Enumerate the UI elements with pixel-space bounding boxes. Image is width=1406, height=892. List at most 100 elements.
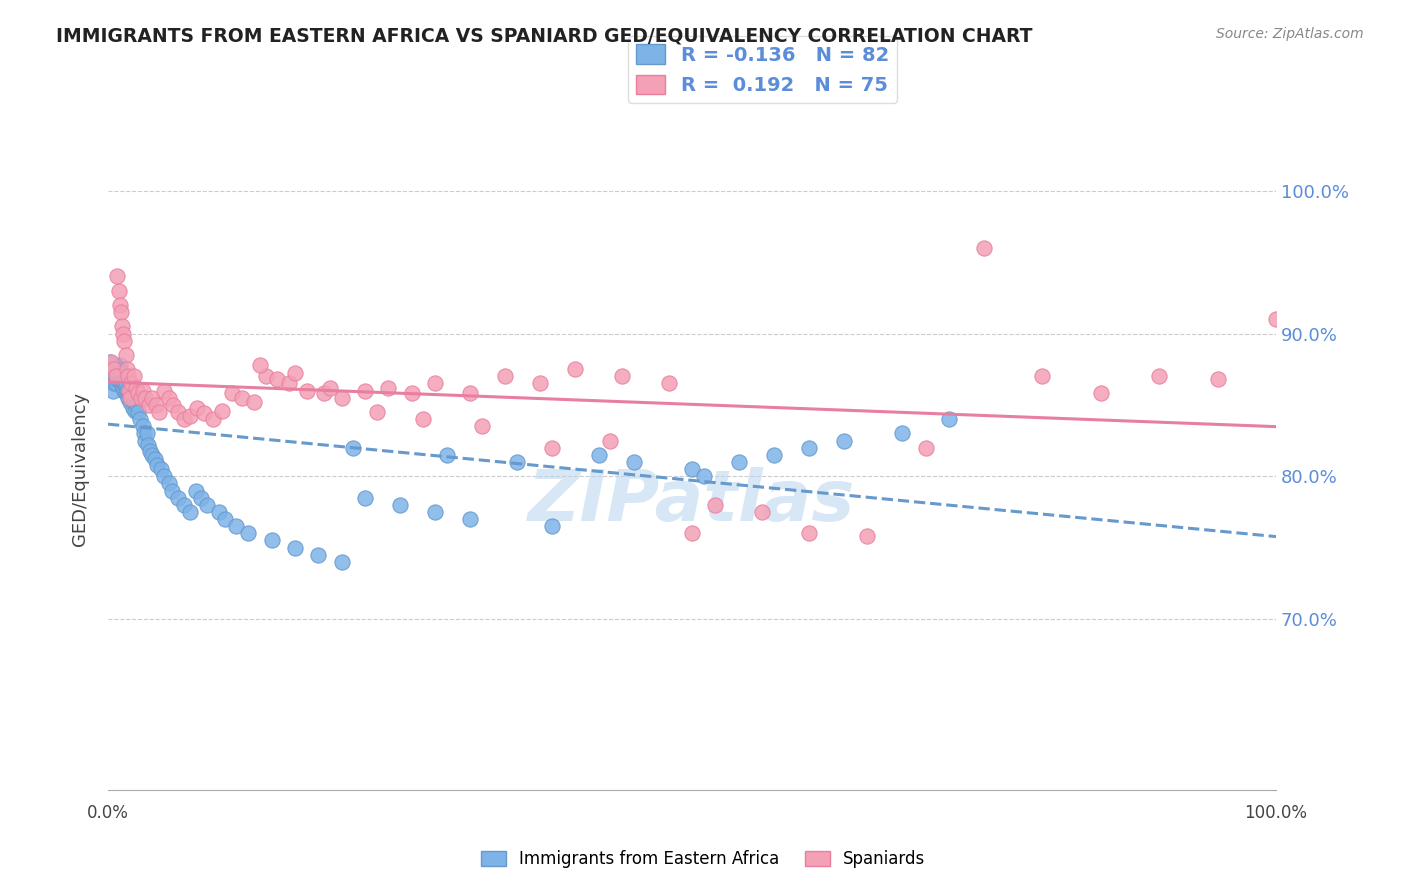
Point (120, 395, 142, 409)
Point (110, 376, 132, 391)
Point (856, 529, 879, 543)
Point (1206, 372, 1229, 386)
Point (105, 369, 128, 384)
Point (529, 376, 551, 391)
Point (266, 372, 288, 386)
Point (623, 455, 645, 469)
Point (132, 384, 155, 398)
Point (973, 241, 995, 255)
Point (127, 405, 149, 419)
Point (107, 369, 129, 384)
Point (114, 379, 136, 393)
Text: IMMIGRANTS FROM EASTERN AFRICA VS SPANIARD GED/EQUIVALENCY CORRELATION CHART: IMMIGRANTS FROM EASTERN AFRICA VS SPANIA… (56, 27, 1033, 45)
Point (120, 391, 142, 405)
Point (108, 372, 131, 386)
Point (105, 369, 128, 384)
Point (115, 384, 138, 398)
Point (107, 284, 129, 298)
Point (243, 395, 266, 409)
Point (101, 384, 124, 398)
Point (120, 391, 142, 405)
Point (540, 519, 562, 533)
Point (342, 441, 364, 455)
Point (494, 369, 516, 384)
Point (1031, 369, 1053, 384)
Point (153, 469, 176, 483)
Point (98, 355, 121, 369)
Point (179, 505, 201, 519)
Point (231, 391, 253, 405)
Point (312, 386, 335, 401)
Point (134, 391, 156, 405)
Point (173, 498, 195, 512)
Point (727, 455, 749, 469)
Y-axis label: GED/Equivalency: GED/Equivalency (72, 392, 89, 546)
Point (141, 391, 163, 405)
Point (471, 419, 494, 434)
Point (307, 548, 329, 562)
Point (108, 358, 131, 372)
Point (564, 362, 586, 376)
Point (105, 376, 128, 391)
Point (832, 434, 855, 448)
Point (401, 386, 423, 401)
Point (148, 405, 170, 419)
Point (221, 386, 243, 401)
Point (112, 326, 135, 341)
Point (162, 398, 184, 412)
Point (100, 362, 122, 376)
Point (681, 526, 703, 541)
Point (423, 505, 446, 519)
Point (110, 305, 132, 319)
Point (319, 381, 342, 395)
Point (330, 555, 353, 569)
Point (101, 369, 124, 384)
Point (105, 372, 128, 386)
Point (125, 381, 148, 395)
Point (153, 384, 176, 398)
Point (458, 386, 481, 401)
Point (111, 319, 134, 334)
Point (112, 334, 135, 348)
Point (105, 367, 128, 381)
Text: ZIPatlas: ZIPatlas (529, 467, 856, 536)
Point (423, 376, 446, 391)
Point (254, 369, 277, 384)
Point (135, 426, 157, 441)
Point (354, 384, 377, 398)
Point (278, 376, 301, 391)
Point (112, 384, 135, 398)
Point (103, 376, 125, 391)
Point (173, 412, 195, 426)
Point (104, 362, 127, 376)
Point (295, 384, 318, 398)
Point (208, 505, 231, 519)
Point (186, 401, 208, 415)
Point (112, 372, 135, 386)
Point (195, 498, 218, 512)
Point (236, 526, 259, 541)
Point (284, 367, 307, 381)
Point (412, 412, 434, 426)
Point (1147, 369, 1170, 384)
Point (157, 391, 180, 405)
Point (891, 426, 914, 441)
Point (797, 441, 820, 455)
Point (115, 362, 138, 376)
Legend: Immigrants from Eastern Africa, Spaniards: Immigrants from Eastern Africa, Spaniard… (474, 844, 932, 875)
Point (330, 391, 353, 405)
Point (141, 448, 163, 462)
Point (914, 441, 936, 455)
Point (260, 533, 283, 548)
Point (506, 455, 529, 469)
Point (388, 498, 411, 512)
Point (190, 491, 212, 505)
Point (146, 458, 169, 472)
Point (751, 505, 773, 519)
Point (129, 391, 152, 405)
Point (797, 526, 820, 541)
Point (134, 434, 156, 448)
Point (117, 369, 139, 384)
Point (160, 483, 183, 498)
Point (103, 369, 125, 384)
